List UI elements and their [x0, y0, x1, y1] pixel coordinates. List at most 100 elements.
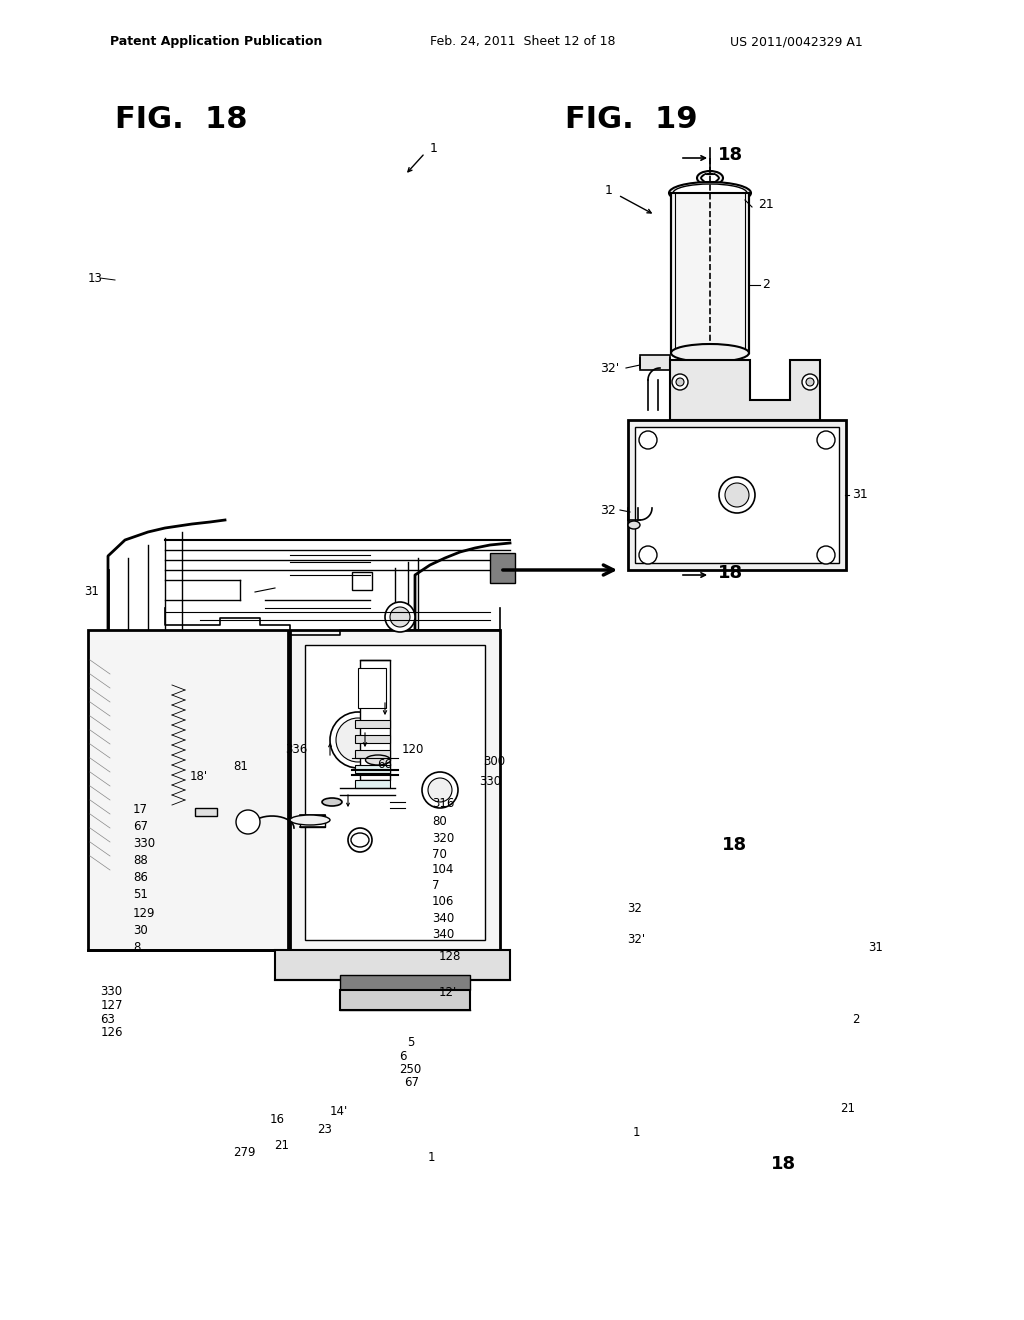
Ellipse shape	[322, 799, 342, 807]
Bar	[305, 645, 485, 940]
Text: 6: 6	[399, 1049, 407, 1063]
Text: 340: 340	[432, 928, 455, 941]
Ellipse shape	[697, 172, 723, 185]
Text: 330: 330	[100, 985, 123, 998]
Text: 18: 18	[718, 147, 743, 164]
Ellipse shape	[628, 521, 640, 529]
Ellipse shape	[701, 173, 719, 182]
Text: 14': 14'	[330, 1105, 348, 1118]
Text: 67: 67	[133, 820, 148, 833]
Bar	[355, 735, 390, 743]
Bar	[352, 572, 372, 590]
Circle shape	[428, 777, 452, 803]
Text: 18: 18	[770, 1155, 796, 1173]
Bar	[355, 719, 390, 729]
Text: 12': 12'	[438, 986, 457, 999]
Text: 279: 279	[233, 1146, 256, 1159]
Text: 8: 8	[133, 941, 140, 954]
Ellipse shape	[173, 663, 323, 793]
Ellipse shape	[195, 799, 210, 803]
Ellipse shape	[195, 780, 210, 784]
Text: 127: 127	[100, 999, 123, 1012]
Ellipse shape	[195, 776, 210, 780]
Circle shape	[390, 607, 410, 627]
Text: 88: 88	[133, 854, 147, 867]
Text: 32': 32'	[627, 933, 645, 946]
Ellipse shape	[673, 183, 746, 202]
Circle shape	[639, 546, 657, 564]
Text: 1: 1	[633, 1126, 640, 1139]
Text: Patent Application Publication: Patent Application Publication	[110, 36, 323, 49]
Ellipse shape	[195, 789, 210, 793]
Text: 70: 70	[432, 847, 447, 861]
Bar	[355, 780, 390, 788]
Circle shape	[802, 374, 818, 389]
Text: FIG.  19: FIG. 19	[565, 106, 697, 135]
Ellipse shape	[195, 785, 210, 789]
Text: 21: 21	[274, 1139, 290, 1152]
Circle shape	[676, 378, 684, 385]
Ellipse shape	[183, 673, 313, 783]
Bar	[300, 814, 325, 828]
Text: 31: 31	[84, 585, 99, 598]
Text: 1: 1	[605, 183, 613, 197]
Text: 1: 1	[428, 1151, 435, 1164]
Text: 320: 320	[432, 832, 455, 845]
Text: 18': 18'	[189, 770, 208, 783]
Circle shape	[806, 378, 814, 385]
Bar	[198, 799, 210, 813]
Bar	[490, 553, 515, 583]
Ellipse shape	[351, 833, 369, 847]
Circle shape	[719, 477, 755, 513]
Text: 67: 67	[404, 1076, 420, 1089]
Bar	[275, 950, 510, 979]
Circle shape	[725, 483, 749, 507]
Text: 81: 81	[233, 760, 249, 774]
Ellipse shape	[366, 755, 390, 766]
Text: 1: 1	[430, 141, 438, 154]
Text: 250: 250	[399, 1063, 422, 1076]
Text: 330: 330	[133, 837, 156, 850]
Text: 30: 30	[133, 924, 147, 937]
Bar	[355, 766, 390, 774]
Circle shape	[336, 718, 380, 762]
Text: 18: 18	[722, 836, 748, 854]
Text: 126: 126	[100, 1026, 123, 1039]
Text: 51: 51	[133, 888, 148, 902]
Text: FIG.  18: FIG. 18	[115, 106, 248, 135]
Circle shape	[639, 432, 657, 449]
Circle shape	[817, 432, 835, 449]
Text: 21: 21	[840, 1102, 855, 1115]
Bar	[358, 668, 386, 708]
Text: 21: 21	[758, 198, 774, 211]
Bar	[628, 420, 846, 570]
Ellipse shape	[195, 795, 210, 799]
Text: 316: 316	[432, 797, 455, 810]
Circle shape	[672, 374, 688, 389]
Text: 120: 120	[401, 743, 424, 756]
Text: 2: 2	[852, 1012, 859, 1026]
Circle shape	[330, 711, 386, 768]
Bar	[671, 193, 749, 352]
Text: 2: 2	[762, 279, 770, 292]
Text: 31: 31	[868, 941, 884, 954]
Circle shape	[817, 546, 835, 564]
Text: 128: 128	[438, 950, 461, 964]
Text: 106: 106	[432, 895, 455, 908]
Text: 32': 32'	[600, 362, 620, 375]
Bar	[195, 795, 213, 817]
Text: 63: 63	[100, 1012, 116, 1026]
Ellipse shape	[671, 345, 749, 362]
Text: 13: 13	[88, 272, 102, 285]
Text: 17: 17	[133, 803, 148, 816]
Circle shape	[422, 772, 458, 808]
Bar	[635, 426, 839, 564]
Text: 66: 66	[377, 758, 392, 771]
Ellipse shape	[290, 814, 330, 825]
Text: 32: 32	[600, 503, 615, 516]
Text: 31: 31	[852, 488, 867, 502]
Bar	[340, 990, 470, 1010]
Bar	[88, 630, 288, 950]
Circle shape	[236, 810, 260, 834]
Ellipse shape	[669, 182, 751, 205]
